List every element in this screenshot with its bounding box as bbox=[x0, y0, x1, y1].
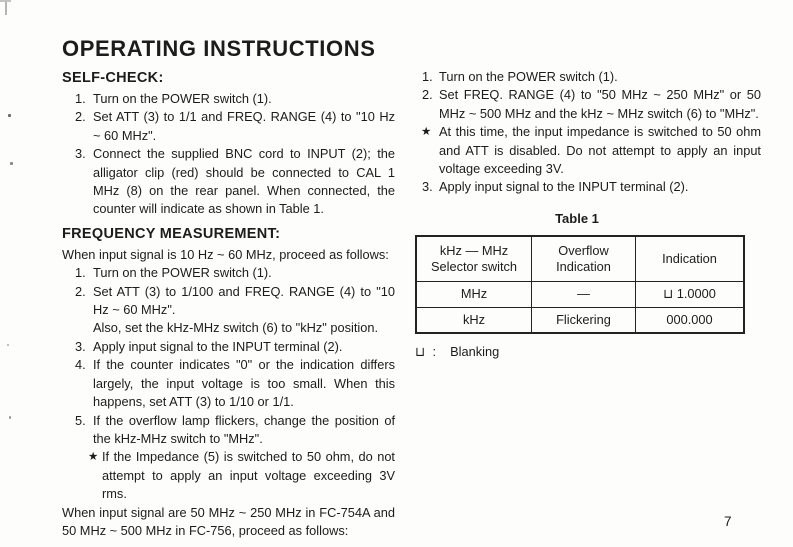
item-number: 3. bbox=[75, 146, 86, 162]
section-heading-self-check: SELF-CHECK: bbox=[62, 70, 164, 86]
item-extra-text: Also, set the kHz-MHz switch (6) to "kHz… bbox=[93, 320, 379, 336]
item-text: If the counter indicates "0" or the indi… bbox=[93, 357, 395, 410]
item-text: Turn on the POWER switch (1). bbox=[93, 91, 272, 106]
list-item: 1. Turn on the POWER switch (1). bbox=[62, 264, 395, 282]
table-caption: Table 1 bbox=[555, 210, 599, 226]
header-cell-text: Indication bbox=[662, 251, 717, 266]
item-number: 1. bbox=[75, 265, 86, 281]
list-item: 4. If the counter indicates "0" or the in… bbox=[62, 356, 395, 411]
item-text: If the overflow lamp flickers, change th… bbox=[93, 412, 395, 446]
list-item: 2. Set FREQ. RANGE (4) to "50 MHz ~ 250 M… bbox=[415, 86, 761, 123]
scan-speck bbox=[8, 114, 11, 117]
item-number: 4. bbox=[75, 357, 86, 373]
scan-speck bbox=[10, 162, 13, 165]
header-cell: kHz — MHz Selector switch bbox=[415, 235, 532, 282]
list-item: 1. Turn on the POWER switch (1). bbox=[62, 90, 395, 108]
star-icon: ★ bbox=[421, 126, 432, 139]
list-item: 3. Apply input signal to the INPUT termin… bbox=[62, 338, 395, 356]
table-cell: MHz bbox=[415, 280, 532, 308]
table-row: MHz — ⊔ 1.0000 bbox=[415, 280, 745, 308]
page-title: OPERATING INSTRUCTIONS bbox=[62, 36, 376, 61]
header-cell-text: kHz — MHz Selector switch bbox=[430, 243, 518, 274]
table-legend: ⊔ : Blanking bbox=[415, 343, 761, 361]
item-number: 1. bbox=[75, 91, 86, 106]
scan-artifact bbox=[5, 0, 7, 15]
list-item: 2. Set ATT (3) to 1/1 and FREQ. RANGE (4)… bbox=[62, 108, 395, 145]
star-note: ★ If the Impedance (5) is switched to 50 … bbox=[62, 448, 395, 503]
table-1: kHz — MHz Selector switch Overflow Indic… bbox=[415, 235, 745, 335]
legend-text: Blanking bbox=[450, 344, 500, 360]
right-list: 1. Turn on the POWER switch (1). 2. Set FR… bbox=[415, 68, 761, 197]
item-text: Apply input signal to the INPUT terminal… bbox=[93, 338, 343, 354]
item-number: 2. bbox=[422, 87, 433, 103]
item-number: 1. bbox=[422, 69, 433, 84]
note-text: If the Impedance (5) is switched to 50 o… bbox=[102, 449, 395, 502]
item-text: Set ATT (3) to 1/100 and FREQ. RANGE (4)… bbox=[93, 283, 395, 318]
table-row: kHz Flickering 000.000 bbox=[415, 306, 745, 334]
item-text: Turn on the POWER switch (1). bbox=[439, 69, 618, 84]
list-item: 2. Set ATT (3) to 1/100 and FREQ. RANGE (… bbox=[62, 283, 395, 338]
blanking-symbol: ⊔ : bbox=[415, 344, 439, 360]
header-cell: Indication bbox=[635, 235, 745, 282]
scan-speck bbox=[7, 344, 9, 346]
item-text: Set FREQ. RANGE (4) to "50 MHz ~ 250 MHz… bbox=[439, 87, 761, 121]
list-item: 5. If the overflow lamp flickers, change … bbox=[62, 412, 395, 449]
self-check-list: 1. Turn on the POWER switch (1). 2. Set AT… bbox=[62, 90, 395, 219]
header-cell-text: Overflow Indication bbox=[556, 243, 611, 274]
page-number: 7 bbox=[724, 514, 732, 529]
item-text: Turn on the POWER switch (1). bbox=[93, 265, 272, 281]
table-cell: Flickering bbox=[531, 306, 636, 334]
item-text: Connect the supplied BNC cord to INPUT (… bbox=[93, 146, 395, 217]
frequency-closing: When input signal are 50 MHz ~ 250 MHz i… bbox=[62, 504, 395, 538]
table-cell: — bbox=[531, 280, 636, 308]
item-number: 5. bbox=[75, 412, 86, 428]
scan-artifact bbox=[0, 0, 11, 2]
item-number: 2. bbox=[75, 109, 86, 125]
list-item: 1. Turn on the POWER switch (1). bbox=[415, 68, 761, 86]
frequency-list: 1. Turn on the POWER switch (1). 2. Set AT… bbox=[62, 264, 395, 503]
item-number: 3. bbox=[75, 338, 86, 354]
item-number: 2. bbox=[75, 283, 86, 299]
item-text: Apply input signal to the INPUT terminal… bbox=[439, 179, 689, 195]
list-item: 3. Apply input signal to the INPUT termin… bbox=[415, 178, 761, 196]
star-icon: ★ bbox=[88, 451, 99, 464]
frequency-intro: When input signal is 10 Hz ~ 60 MHz, pro… bbox=[62, 246, 389, 262]
table-header-row: kHz — MHz Selector switch Overflow Indic… bbox=[415, 235, 745, 282]
item-text: Set ATT (3) to 1/1 and FREQ. RANGE (4) t… bbox=[93, 109, 395, 143]
left-column: SELF-CHECK: 1. Turn on the POWER switch (… bbox=[62, 70, 395, 540]
right-column: 1. Turn on the POWER switch (1). 2. Set FR… bbox=[415, 68, 761, 362]
section-heading-frequency: FREQUENCY MEASUREMENT: bbox=[62, 225, 281, 242]
table-cell: kHz bbox=[415, 306, 532, 334]
item-number: 3. bbox=[422, 179, 433, 195]
header-cell: Overflow Indication bbox=[531, 235, 636, 282]
note-text: At this time, the input impedance is swi… bbox=[439, 124, 761, 177]
table-cell: 000.000 bbox=[635, 306, 745, 334]
scan-speck bbox=[9, 416, 11, 419]
star-note: ★ At this time, the input impedance is sw… bbox=[415, 123, 761, 178]
list-item: 3. Connect the supplied BNC cord to INPUT… bbox=[62, 145, 395, 219]
table-cell: ⊔ 1.0000 bbox=[635, 280, 745, 308]
